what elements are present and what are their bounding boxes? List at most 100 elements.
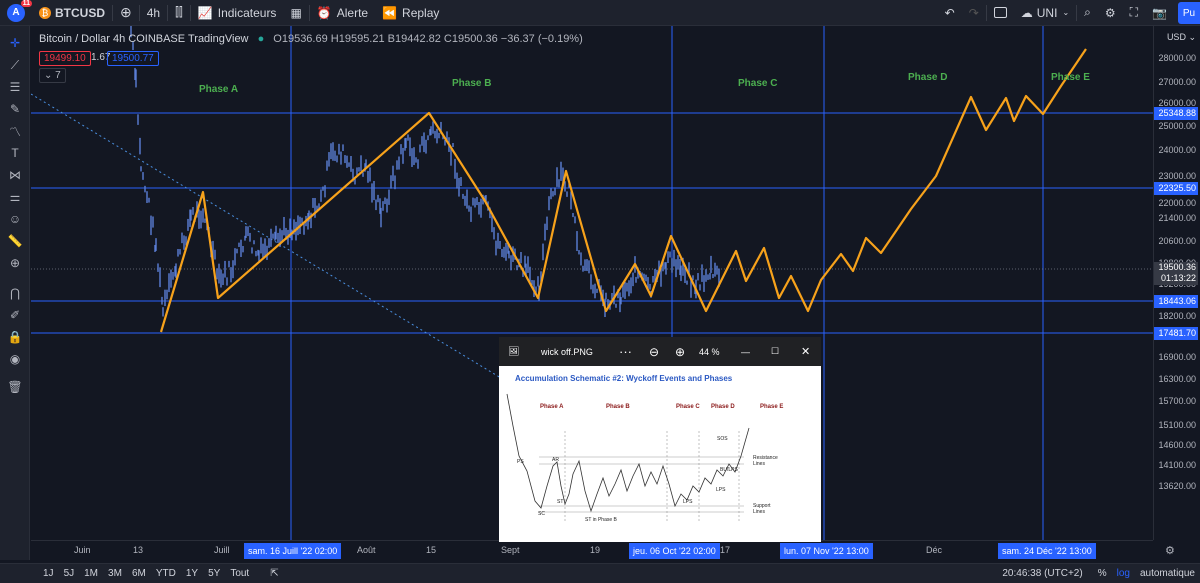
price-tick: 22000.00	[1158, 198, 1196, 208]
event-label: SOS	[717, 436, 728, 442]
range-button[interactable]: 1Y	[185, 568, 199, 579]
lock-draw-tool[interactable]: ✐	[0, 304, 30, 326]
range-button[interactable]: YTD	[155, 568, 176, 579]
pattern-tool[interactable]: 〽	[0, 120, 30, 142]
collapse-count: 7	[55, 70, 61, 81]
visibility-tool[interactable]: ◉	[0, 348, 30, 370]
crosshair-tool[interactable]: ✛	[0, 32, 30, 54]
emoji-tool[interactable]: ☺	[0, 208, 30, 230]
range-button[interactable]: 1M	[84, 568, 99, 579]
undo-button[interactable]: ↶	[938, 0, 962, 26]
fullscreen-button[interactable]: ⛶	[1123, 0, 1145, 26]
symbol-search[interactable]: ₿ BTCUSD	[32, 0, 112, 26]
compare-button[interactable]: ⊕	[113, 0, 139, 26]
redo-button[interactable]: ↷	[962, 0, 986, 26]
alert-button[interactable]: ⏰ Alerte	[310, 0, 375, 26]
settings-button[interactable]: ⚙	[1098, 0, 1123, 26]
prediction-tool[interactable]: ⚌	[0, 186, 30, 208]
fib-tool[interactable]: ☰	[0, 76, 30, 98]
avatar[interactable]: A 11	[7, 0, 32, 22]
layout-name-button[interactable]: ☁ UNI ⌄	[1014, 0, 1076, 26]
currency-text: USD	[1166, 32, 1186, 42]
magnet-tool[interactable]: ⋂	[0, 282, 30, 304]
interval-button[interactable]: 4h	[146, 5, 161, 20]
zoom-out-button[interactable]: ⊖	[649, 344, 660, 359]
collapse-indicators[interactable]: ⌄ 7	[39, 68, 66, 83]
snapshot-button[interactable]: 📷	[1145, 0, 1174, 26]
percent-toggle[interactable]: %	[1097, 568, 1107, 579]
schematic-title: Accumulation Schematic #2: Wyckoff Event…	[515, 374, 733, 383]
price-tick: 23000.00	[1158, 171, 1196, 181]
xabcd-tool[interactable]: ⋈	[0, 164, 30, 186]
event-label: ST in Phase B	[585, 517, 617, 523]
more-options-button[interactable]: ···	[619, 344, 632, 359]
buy-price[interactable]: 19500.77	[107, 51, 159, 66]
sell-price[interactable]: 19499.10	[39, 51, 91, 66]
alarm-icon: ⏰	[316, 5, 332, 20]
gear-icon: ⚙	[1165, 545, 1175, 557]
search-button[interactable]: ⌕	[1077, 0, 1098, 26]
range-button[interactable]: 5Y	[208, 568, 221, 579]
layout-square-icon	[993, 7, 1007, 18]
image-viewer-window[interactable]: 🖼 wick off.PNG ··· ⊖ ⊕ 44 % — ☐ ✕ Accumu…	[499, 337, 821, 542]
time-tick: 13	[133, 545, 144, 555]
top-toolbar: A 11 ₿ BTCUSD ⊕ 4h ⫿⫿ 📈 Indicateurs ▦ ⏰ Aler…	[0, 0, 1200, 26]
price-tick: 13620.00	[1158, 481, 1196, 491]
templates-button[interactable]: ▦	[283, 0, 308, 26]
goto-date-button[interactable]: ⇱	[270, 568, 278, 579]
range-button[interactable]: 1J	[43, 568, 54, 579]
zoom-tool[interactable]: ⊕	[0, 252, 30, 274]
plus-circle-icon: ⊕	[120, 4, 132, 20]
zoom-in-button[interactable]: ⊕	[675, 344, 686, 359]
grid-icon: ▦	[290, 5, 302, 20]
replay-button[interactable]: ⏪ Replay	[375, 0, 446, 26]
event-label: LPS	[716, 487, 726, 493]
phase-label: Phase A	[199, 84, 239, 95]
brush-tool[interactable]: ✎	[0, 98, 30, 120]
level-label: 22325.50	[1154, 182, 1198, 195]
range-button[interactable]: 3M	[108, 568, 122, 579]
lock-tool[interactable]: 🔒	[0, 326, 30, 348]
notification-badge: 11	[20, 0, 32, 7]
indicators-button[interactable]: 📈 Indicateurs	[191, 0, 284, 26]
log-toggle[interactable]: log	[1116, 568, 1130, 579]
range-button[interactable]: 6M	[131, 568, 146, 579]
price-tick: 14600.00	[1158, 440, 1196, 450]
text-tool[interactable]: T	[0, 142, 30, 164]
viewer-filename: wick off.PNG	[541, 346, 593, 357]
delete-tool[interactable]: 🗑	[0, 376, 30, 398]
range-button[interactable]: Tout	[230, 568, 250, 579]
cloud-icon: ☁	[1020, 5, 1033, 20]
chart-canvas[interactable]	[31, 26, 1153, 540]
separator	[308, 4, 310, 21]
layout-button[interactable]	[987, 0, 1014, 26]
price-tick: 20600.00	[1158, 236, 1196, 246]
prediction-icon: ⚌	[9, 190, 21, 204]
dotted-trendline	[31, 93, 502, 379]
user-menu[interactable]: A 11	[0, 0, 32, 26]
auto-toggle[interactable]: automatique	[1139, 568, 1195, 579]
chart-type-button[interactable]: ⫿⫿	[168, 0, 190, 26]
close-button[interactable]: ✕	[801, 346, 811, 358]
time-axis[interactable]: Juin 13 Juill sam. 16 Juill '22 02:00 Ao…	[31, 540, 1153, 560]
level-label: 25348.88	[1154, 107, 1198, 120]
phase-label: Phase B	[452, 78, 492, 89]
minimize-button[interactable]: —	[741, 346, 750, 357]
search-icon: ⌕	[1084, 5, 1091, 19]
price-axis[interactable]: USD ⌄ 28000.00 27000.00 26000.00 25000.00 24…	[1153, 26, 1200, 540]
publish-button[interactable]: Pu	[1178, 2, 1200, 24]
price-tick: 21400.00	[1158, 213, 1196, 223]
time-tick: Sept	[501, 545, 520, 555]
time-highlight: sam. 24 Déc '22 13:00	[998, 543, 1096, 559]
range-button[interactable]: 5J	[63, 568, 75, 579]
trendline-tool[interactable]: ⟋	[0, 54, 30, 76]
crosshair-icon: ✛	[9, 36, 21, 50]
support-label: Support Lines	[753, 503, 771, 515]
axis-settings-button[interactable]: ⚙	[1165, 544, 1175, 557]
clock[interactable]: 20:46:38 (UTC+2)	[1002, 568, 1083, 579]
event-label: AR	[552, 457, 559, 463]
separator	[1076, 4, 1078, 21]
ruler-tool[interactable]: 📏	[0, 230, 30, 252]
maximize-button[interactable]: ☐	[771, 346, 780, 356]
schematic-guides	[539, 431, 744, 521]
